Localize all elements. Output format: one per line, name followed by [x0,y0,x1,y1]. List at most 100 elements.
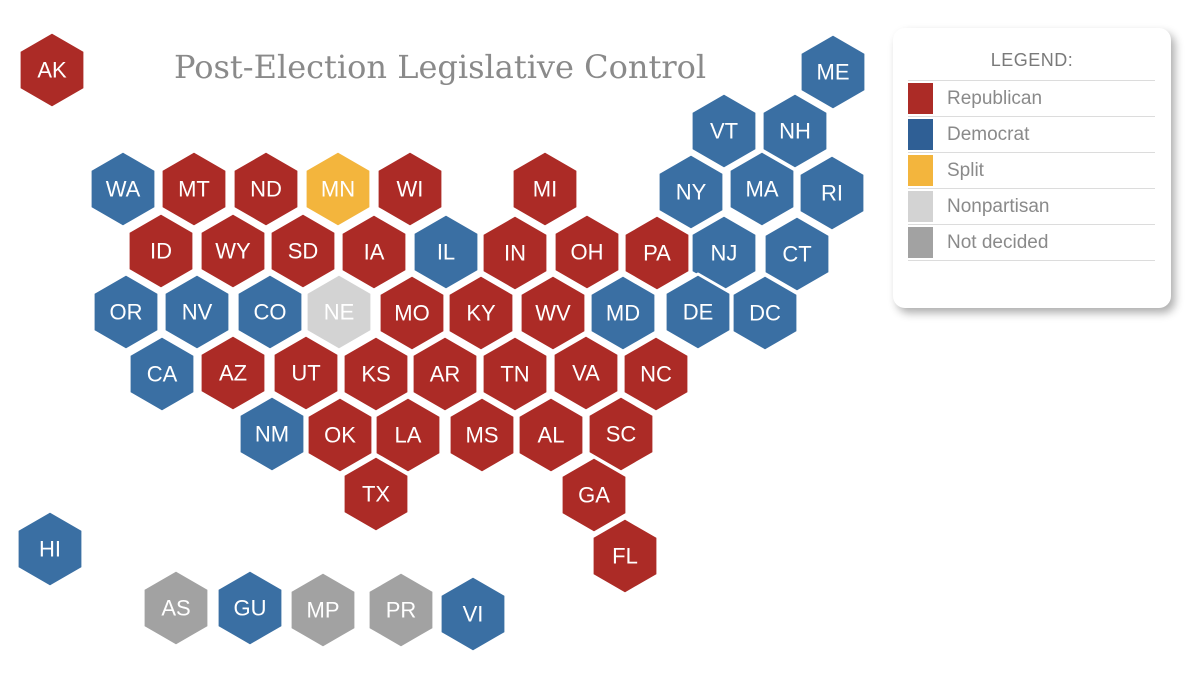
hex-oh: OH [552,212,622,292]
hex-nv: NV [162,272,232,352]
legend-item-split: Split [908,152,1155,188]
hex-tile-ri [797,153,867,233]
hex-tile-mi [510,149,580,229]
hex-ri: RI [797,153,867,233]
hex-label-md: MD [606,301,640,326]
hex-label-mn: MN [321,177,355,202]
hex-label-sd: SD [288,239,319,264]
hex-label-me: ME [817,60,850,85]
hex-tile-va [551,333,621,413]
hex-label-ok: OK [324,423,356,448]
hex-tile-as [141,568,211,648]
hex-label-ar: AR [430,362,461,387]
hex-ny: NY [656,152,726,232]
hex-tile-vi [438,574,508,654]
hex-label-mi: MI [533,177,557,202]
hex-ga: GA [559,455,629,535]
hex-tile-co [235,272,305,352]
hex-ms: MS [447,395,517,475]
hex-label-vt: VT [710,119,738,144]
hex-wa: WA [88,149,158,229]
hex-label-al: AL [538,423,565,448]
hex-label-ak: AK [37,58,67,83]
hex-hi: HI [15,509,85,589]
hex-tile-nm [237,394,307,474]
hex-label-ga: GA [578,483,610,508]
hex-tile-al [516,395,586,475]
hex-label-id: ID [150,239,172,264]
hex-label-gu: GU [234,596,267,621]
hex-tile-de [663,272,733,352]
hex-label-in: IN [504,241,526,266]
hex-ma: MA [727,149,797,229]
hex-label-ri: RI [821,181,843,206]
hex-label-la: LA [395,423,422,448]
hex-ok: OK [305,395,375,475]
hex-in: IN [480,213,550,293]
hex-label-ut: UT [291,361,320,386]
hex-tile-pr [366,570,436,650]
hex-label-ny: NY [676,180,707,205]
hex-label-vi: VI [463,602,484,627]
hex-va: VA [551,333,621,413]
hex-ar: AR [410,334,480,414]
hex-fl: FL [590,516,660,596]
hex-tile-ca [127,334,197,414]
hex-as: AS [141,568,211,648]
hex-tile-md [588,273,658,353]
hex-label-oh: OH [571,240,604,265]
hex-tile-ar [410,334,480,414]
hex-tile-vt [689,91,759,171]
hex-tile-il [411,212,481,292]
hex-label-il: IL [437,240,455,265]
hex-md: MD [588,273,658,353]
hex-tile-ak [17,30,87,110]
hex-tile-mp [288,570,358,650]
hex-tile-nv [162,272,232,352]
hex-label-ms: MS [466,423,499,448]
hex-tile-ny [656,152,726,232]
hex-label-tx: TX [362,482,390,507]
hex-label-pr: PR [386,598,417,623]
hex-ak: AK [17,30,87,110]
hex-tile-in [480,213,550,293]
legend-swatch-split [908,155,933,186]
legend-swatch-nonpartisan [908,191,933,222]
hex-tile-mn [303,149,373,229]
hex-tn: TN [480,334,550,414]
hex-pr: PR [366,570,436,650]
hex-label-nj: NJ [711,241,738,266]
hex-sd: SD [268,211,338,291]
hex-label-ne: NE [324,300,355,325]
hex-tile-or [91,272,161,352]
hex-label-fl: FL [612,544,638,569]
hex-tile-nc [621,334,691,414]
hex-tile-tx [341,454,411,534]
hex-tile-sd [268,211,338,291]
hex-label-as: AS [161,596,190,621]
hex-tile-fl [590,516,660,596]
hex-me: ME [798,32,868,112]
hex-ky: KY [446,273,516,353]
hex-wv: WV [518,273,588,353]
hex-label-ia: IA [364,240,385,265]
hex-nd: ND [231,149,301,229]
legend-item-democrat: Democrat [908,116,1155,152]
legend-label-nonpartisan: Nonpartisan [947,195,1050,217]
hex-tile-ne [304,272,374,352]
hex-or: OR [91,272,161,352]
hex-tile-wi [375,149,445,229]
hex-label-wa: WA [106,177,141,202]
map-title: Post-Election Legislative Control [174,48,707,86]
hex-tile-mo [377,273,447,353]
legend-swatch-not-decided [908,227,933,258]
hex-tile-dc [730,273,800,353]
hex-label-mo: MO [394,301,429,326]
legend-label-democrat: Democrat [947,123,1030,145]
hex-tile-tn [480,334,550,414]
hex-label-co: CO [254,300,287,325]
hex-label-or: OR [110,300,143,325]
hex-gu: GU [215,568,285,648]
hex-label-sc: SC [606,422,637,447]
hex-tile-ia [339,212,409,292]
